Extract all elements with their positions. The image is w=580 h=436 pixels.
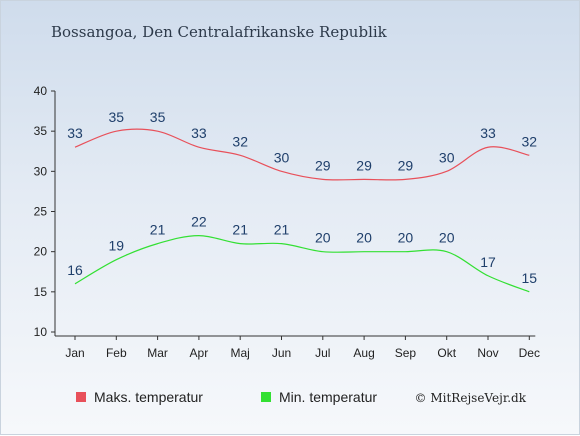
data-label-min: 20	[315, 230, 331, 246]
y-tick-label: 15	[34, 285, 48, 299]
x-tick-label: Feb	[106, 346, 127, 360]
data-label-max: 33	[191, 125, 207, 141]
y-tick-label: 25	[34, 205, 48, 219]
y-tick-label: 20	[34, 245, 48, 259]
legend: Maks. temperatur Min. temperatur	[76, 389, 377, 405]
y-tick-label: 35	[34, 124, 48, 138]
x-tick-label: Jan	[65, 346, 84, 360]
y-tick-label: 40	[34, 84, 48, 98]
data-label-max: 29	[356, 157, 372, 173]
x-tick-label: Jul	[315, 346, 330, 360]
x-tick-label: Jun	[272, 346, 291, 360]
x-tick-label: Nov	[477, 346, 498, 360]
x-tick-label: Sep	[395, 346, 417, 360]
series-layer: 33 35 35 33 32 30 29 29 29 30 33 32 16 19 21 22 21 21 20 20…	[67, 109, 538, 293]
data-label-min: 19	[109, 238, 125, 254]
data-label-min: 15	[522, 270, 538, 286]
series-line-min	[74, 234, 530, 293]
x-tick-label: Maj	[231, 346, 250, 360]
series-line-max	[74, 128, 530, 181]
x-tick-label: Apr	[190, 346, 209, 360]
data-label-max: 33	[480, 125, 496, 141]
data-label-max: 32	[232, 133, 248, 149]
axes: 10 15 20 25 30 35 40 Jan Feb Mar Apr Maj Jun Jul Aug Se…	[34, 84, 540, 360]
data-label-min: 16	[67, 262, 83, 278]
legend-label-min: Min. temperatur	[279, 389, 377, 405]
data-label-max: 29	[398, 157, 414, 173]
x-tick-label: Aug	[353, 346, 374, 360]
data-label-min: 21	[274, 222, 290, 238]
data-label-max: 30	[274, 149, 290, 165]
legend-swatch-max	[76, 392, 86, 402]
data-label-min: 21	[232, 222, 248, 238]
data-label-max: 33	[67, 125, 83, 141]
credit-text: © MitRejseVejr.dk	[415, 391, 527, 405]
data-label-min: 21	[150, 222, 166, 238]
data-label-max: 32	[522, 133, 538, 149]
data-label-max: 35	[150, 109, 166, 125]
data-label-min: 20	[398, 230, 414, 246]
data-label-max: 30	[439, 149, 455, 165]
data-label-min: 17	[480, 254, 496, 270]
x-tick-label: Dec	[519, 346, 540, 360]
legend-label-max: Maks. temperatur	[94, 389, 203, 405]
legend-swatch-min	[261, 392, 271, 402]
data-label-min: 20	[356, 230, 372, 246]
x-tick-label: Okt	[437, 346, 456, 360]
data-label-max: 29	[315, 157, 331, 173]
chart-title: Bossangoa, Den Centralafrikanske Republi…	[51, 23, 388, 41]
y-tick-label: 10	[34, 325, 48, 339]
y-tick-label: 30	[34, 164, 48, 178]
x-tick-label: Mar	[147, 346, 168, 360]
data-label-min: 20	[439, 230, 455, 246]
data-label-max: 35	[109, 109, 125, 125]
data-label-min: 22	[191, 214, 207, 230]
